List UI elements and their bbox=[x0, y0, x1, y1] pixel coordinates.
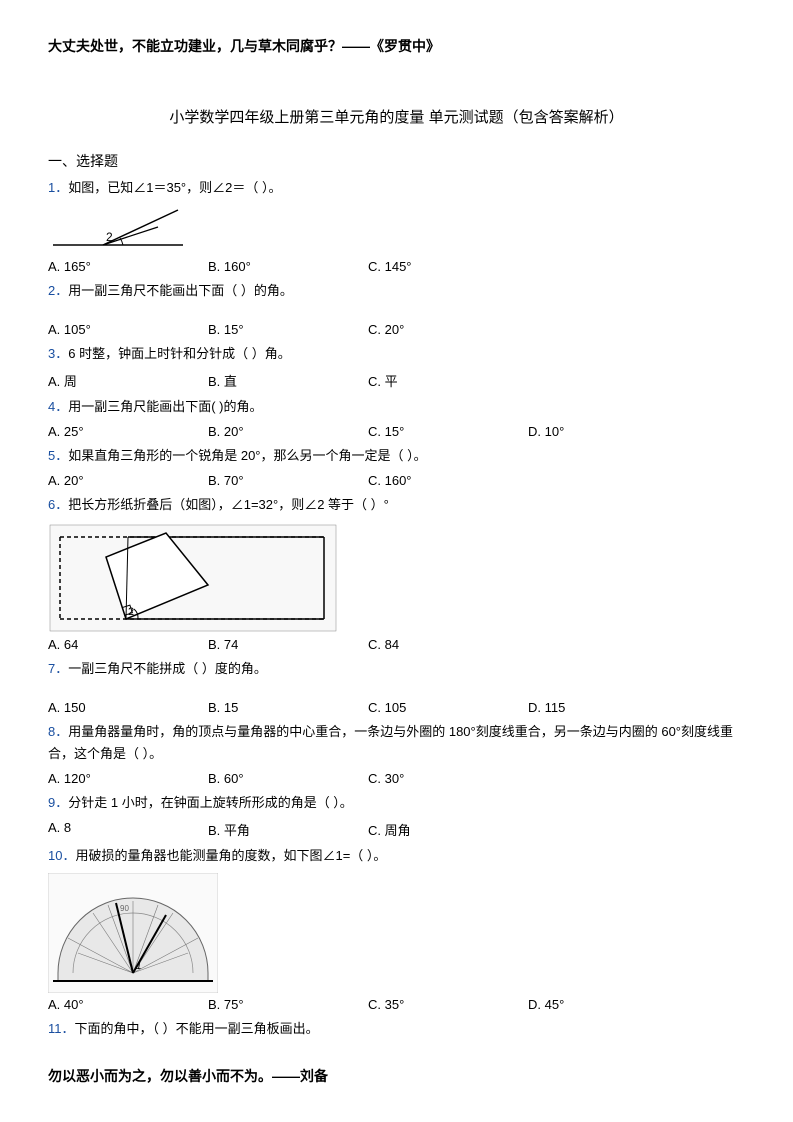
q3-opt-b: B. 直 bbox=[208, 371, 368, 390]
svg-text:90: 90 bbox=[120, 904, 129, 913]
question-4: 4．用一副三角尺能画出下面( )的角。 bbox=[48, 396, 745, 418]
q1-figure: 2 bbox=[48, 205, 745, 255]
q5-options: A. 20° B. 70° C. 160° bbox=[48, 473, 745, 488]
q7-text: 一副三角尺不能拼成（ ）度的角。 bbox=[68, 661, 267, 676]
q3-opt-c: C. 平 bbox=[368, 371, 528, 390]
q10-opt-c: C. 35° bbox=[368, 997, 528, 1012]
q8-number: 8． bbox=[48, 724, 68, 739]
q2-number: 2． bbox=[48, 283, 68, 298]
question-5: 5．如果直角三角形的一个锐角是 20°，那么另一个角一定是（ ）。 bbox=[48, 445, 745, 467]
q9-opt-b: B. 平角 bbox=[208, 820, 368, 839]
q8-text: 用量角器量角时，角的顶点与量角器的中心重合，一条边与外圈的 180°刻度线重合，… bbox=[48, 724, 733, 761]
q10-number: 10． bbox=[48, 848, 75, 863]
header-quote: 大丈夫处世，不能立功建业，几与草木同腐乎？——《罗贯中》 bbox=[48, 36, 745, 56]
q6-opt-a: A. 64 bbox=[48, 637, 208, 652]
q9-text: 分针走 1 小时，在钟面上旋转所形成的角是（ ）。 bbox=[68, 795, 353, 810]
q9-opt-a: A. 8 bbox=[48, 820, 208, 839]
q4-opt-c: C. 15° bbox=[368, 424, 528, 439]
q2-text: 用一副三角尺不能画出下面（ ）的角。 bbox=[68, 283, 293, 298]
q1-number: 1． bbox=[48, 180, 68, 195]
question-9: 9．分针走 1 小时，在钟面上旋转所形成的角是（ ）。 bbox=[48, 792, 745, 814]
q6-opt-c: C. 84 bbox=[368, 637, 528, 652]
q4-text: 用一副三角尺能画出下面( )的角。 bbox=[68, 399, 262, 414]
q4-opt-a: A. 25° bbox=[48, 424, 208, 439]
q6-figure: 2 bbox=[48, 523, 745, 633]
q10-opt-b: B. 75° bbox=[208, 997, 368, 1012]
section-heading: 一、选择题 bbox=[48, 151, 745, 171]
q7-options: A. 150 B. 15 C. 105 D. 115 bbox=[48, 700, 745, 715]
q1-opt-c: C. 145° bbox=[368, 259, 528, 274]
question-3: 3．6 时整，钟面上时针和分针成（ ）角。 bbox=[48, 343, 745, 365]
footer-quote: 勿以恶小而为之，勿以善小而不为。——刘备 bbox=[48, 1066, 328, 1086]
question-11: 11．下面的角中，（ ）不能用一副三角板画出。 bbox=[48, 1018, 745, 1040]
q7-opt-c: C. 105 bbox=[368, 700, 528, 715]
svg-text:1: 1 bbox=[136, 961, 142, 972]
q8-opt-c: C. 30° bbox=[368, 771, 528, 786]
q6-opt-b: B. 74 bbox=[208, 637, 368, 652]
q2-opt-c: C. 20° bbox=[368, 322, 528, 337]
q4-opt-b: B. 20° bbox=[208, 424, 368, 439]
q9-options: A. 8 B. 平角 C. 周角 bbox=[48, 820, 745, 839]
q10-opt-d: D. 45° bbox=[528, 997, 688, 1012]
q9-opt-c: C. 周角 bbox=[368, 820, 528, 839]
q7-opt-d: D. 115 bbox=[528, 700, 688, 715]
q7-opt-a: A. 150 bbox=[48, 700, 208, 715]
q10-options: A. 40° B. 75° C. 35° D. 45° bbox=[48, 997, 745, 1012]
q2-options: A. 105° B. 15° C. 20° bbox=[48, 322, 745, 337]
q8-options: A. 120° B. 60° C. 30° bbox=[48, 771, 745, 786]
q1-opt-b: B. 160° bbox=[208, 259, 368, 274]
q11-text: 下面的角中，（ ）不能用一副三角板画出。 bbox=[75, 1021, 319, 1036]
q4-number: 4． bbox=[48, 399, 68, 414]
svg-text:2: 2 bbox=[106, 230, 113, 244]
q8-opt-a: A. 120° bbox=[48, 771, 208, 786]
page-title: 小学数学四年级上册第三单元角的度量 单元测试题（包含答案解析） bbox=[48, 106, 745, 127]
question-10: 10．用破损的量角器也能测量角的度数，如下图∠1=（ ）。 bbox=[48, 845, 745, 867]
q3-opt-a: A. 周 bbox=[48, 371, 208, 390]
q3-options: A. 周 B. 直 C. 平 bbox=[48, 371, 745, 390]
q10-opt-a: A. 40° bbox=[48, 997, 208, 1012]
q5-opt-b: B. 70° bbox=[208, 473, 368, 488]
q1-opt-a: A. 165° bbox=[48, 259, 208, 274]
q5-text: 如果直角三角形的一个锐角是 20°，那么另一个角一定是（ ）。 bbox=[68, 448, 426, 463]
q10-figure: 1 90 bbox=[48, 873, 745, 993]
question-1: 1．如图，已知∠1＝35°，则∠2＝（ ）。 bbox=[48, 177, 745, 199]
question-6: 6．把长方形纸折叠后（如图），∠1=32°，则∠2 等于（ ）° bbox=[48, 494, 745, 516]
q2-opt-b: B. 15° bbox=[208, 322, 368, 337]
q3-number: 3． bbox=[48, 346, 68, 361]
q4-options: A. 25° B. 20° C. 15° D. 10° bbox=[48, 424, 745, 439]
q1-text: 如图，已知∠1＝35°，则∠2＝（ ）。 bbox=[68, 180, 281, 195]
q2-opt-a: A. 105° bbox=[48, 322, 208, 337]
q4-opt-d: D. 10° bbox=[528, 424, 688, 439]
question-2: 2．用一副三角尺不能画出下面（ ）的角。 bbox=[48, 280, 745, 302]
q6-options: A. 64 B. 74 C. 84 bbox=[48, 637, 745, 652]
q5-opt-a: A. 20° bbox=[48, 473, 208, 488]
q9-number: 9． bbox=[48, 795, 68, 810]
q10-text: 用破损的量角器也能测量角的度数，如下图∠1=（ ）。 bbox=[75, 848, 386, 863]
q5-number: 5． bbox=[48, 448, 68, 463]
q6-text: 把长方形纸折叠后（如图），∠1=32°，则∠2 等于（ ）° bbox=[68, 497, 389, 512]
q5-opt-c: C. 160° bbox=[368, 473, 528, 488]
q6-number: 6． bbox=[48, 497, 68, 512]
q11-number: 11． bbox=[48, 1021, 75, 1036]
question-7: 7．一副三角尺不能拼成（ ）度的角。 bbox=[48, 658, 745, 680]
question-8: 8．用量角器量角时，角的顶点与量角器的中心重合，一条边与外圈的 180°刻度线重… bbox=[48, 721, 745, 765]
q7-number: 7． bbox=[48, 661, 68, 676]
q1-options: A. 165° B. 160° C. 145° bbox=[48, 259, 745, 274]
q7-opt-b: B. 15 bbox=[208, 700, 368, 715]
q8-opt-b: B. 60° bbox=[208, 771, 368, 786]
q3-text: 6 时整，钟面上时针和分针成（ ）角。 bbox=[68, 346, 290, 361]
